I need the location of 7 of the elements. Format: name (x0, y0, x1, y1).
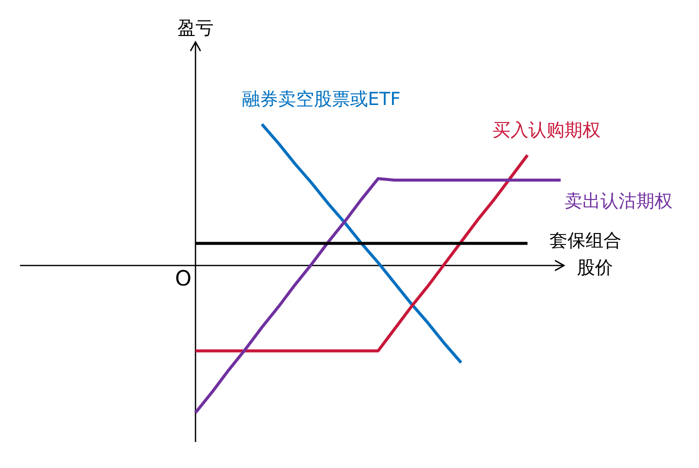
annotation: O (174, 266, 192, 290)
series-label: 融券卖空股票或ETF (242, 88, 401, 110)
series-label: 买入认购期权 (492, 120, 600, 141)
series-label: 套保组合 (550, 230, 622, 251)
x-axis-title: 股价 (577, 257, 613, 278)
series-label: 卖出认沽期权 (564, 190, 673, 212)
y-axis-title: 盈亏 (178, 18, 214, 38)
